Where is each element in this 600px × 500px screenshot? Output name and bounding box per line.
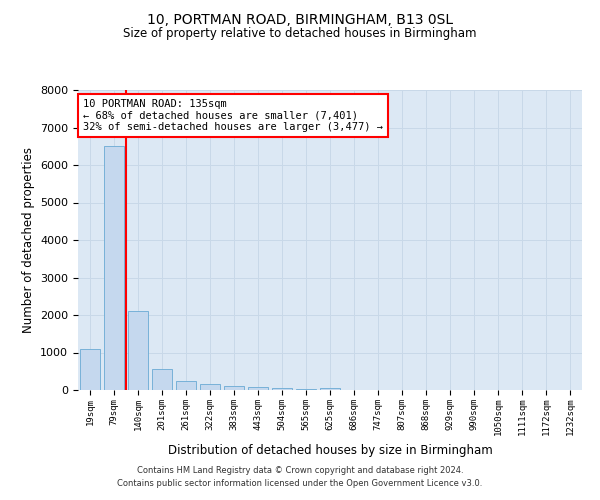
Bar [152, 370, 172, 390]
Bar [200, 384, 220, 390]
Text: 10 PORTMAN ROAD: 135sqm
← 68% of detached houses are smaller (7,401)
32% of semi: 10 PORTMAN ROAD: 135sqm ← 68% of detache… [83, 99, 383, 132]
Bar [248, 387, 268, 390]
Bar [296, 389, 316, 390]
Text: Size of property relative to detached houses in Birmingham: Size of property relative to detached ho… [123, 28, 477, 40]
Bar [176, 380, 196, 390]
X-axis label: Distribution of detached houses by size in Birmingham: Distribution of detached houses by size … [167, 444, 493, 456]
Text: 10, PORTMAN ROAD, BIRMINGHAM, B13 0SL: 10, PORTMAN ROAD, BIRMINGHAM, B13 0SL [147, 12, 453, 26]
Bar [320, 388, 340, 390]
Text: Contains HM Land Registry data © Crown copyright and database right 2024.
Contai: Contains HM Land Registry data © Crown c… [118, 466, 482, 487]
Y-axis label: Number of detached properties: Number of detached properties [22, 147, 35, 333]
Bar [104, 146, 124, 390]
Bar [272, 388, 292, 390]
Bar [80, 349, 100, 390]
Bar [224, 386, 244, 390]
Bar [128, 311, 148, 390]
